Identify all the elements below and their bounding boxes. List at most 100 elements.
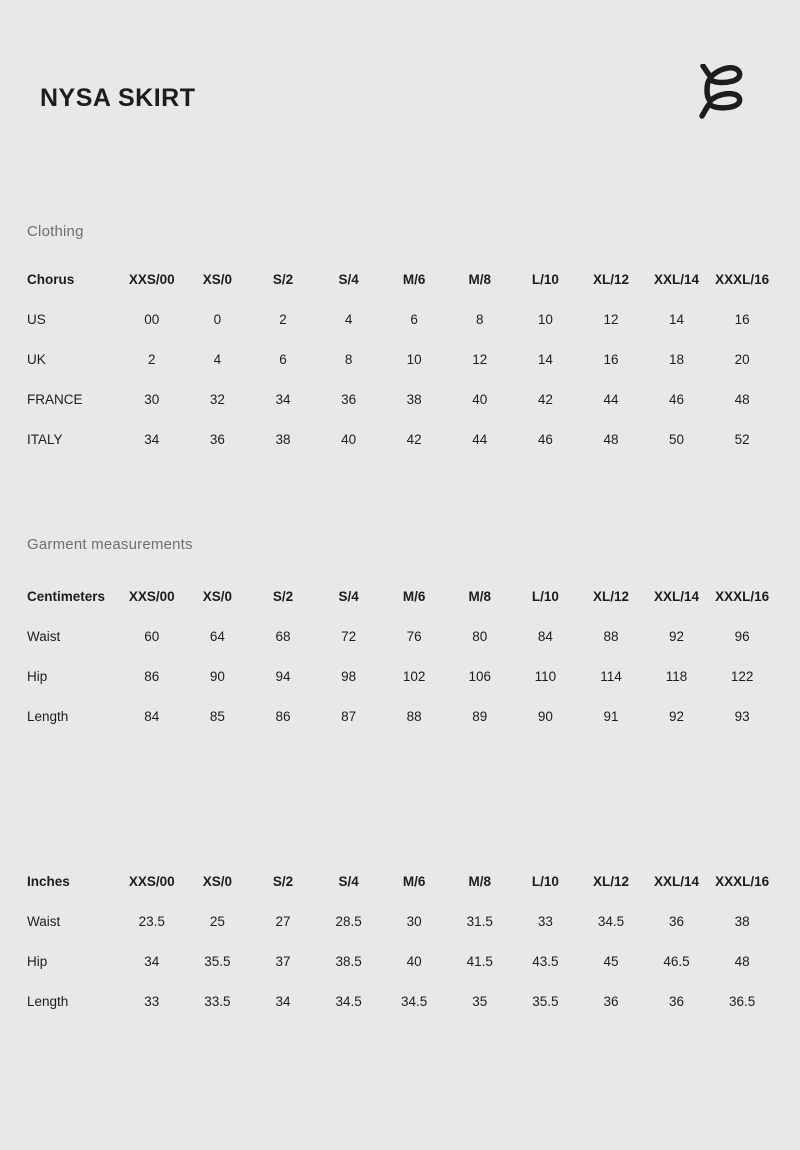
size-value-cell: 4	[213, 352, 222, 367]
size-value-cell: 12	[603, 312, 619, 327]
size-value-cell: 2	[279, 312, 287, 327]
table-title-cell: Centimeters	[27, 589, 106, 604]
size-value-cell: 94	[275, 669, 291, 684]
garment-section-heading: Garment measurements	[27, 536, 193, 553]
size-value-cell: 33.5	[204, 994, 231, 1009]
size-column-header: XXS/00	[128, 589, 175, 604]
size-value-cell: 4	[344, 312, 353, 327]
size-value-cell: 102	[402, 669, 426, 684]
size-value-cell: 46	[669, 392, 685, 407]
size-value-cell: 34.5	[597, 914, 625, 929]
size-column-header: M/8	[468, 272, 492, 287]
size-value-cell: 12	[472, 352, 488, 367]
row-label: Waist	[27, 914, 61, 929]
size-value-cell: 36	[669, 994, 685, 1009]
size-value-cell: 60	[144, 629, 160, 644]
size-column-header: XXXL/16	[715, 272, 770, 287]
size-value-cell: 34	[144, 432, 160, 447]
size-column-header: M/6	[402, 272, 426, 287]
row-label: Length	[27, 994, 69, 1009]
size-column-header: S/4	[338, 874, 359, 889]
size-value-cell: 87	[341, 709, 357, 724]
size-value-cell: 34.5	[335, 994, 362, 1009]
size-value-cell: 6	[279, 352, 287, 367]
size-value-cell: 6	[410, 312, 418, 327]
size-column-header: M/8	[468, 589, 492, 604]
size-value-cell: 64	[209, 629, 225, 644]
row-label: Length	[27, 709, 69, 724]
size-column-header: XXS/00	[128, 272, 175, 287]
size-value-cell: 68	[275, 629, 291, 644]
size-column-header: M/6	[402, 874, 426, 889]
table-row: US 00 0 2 4 6 8 10 12 14 16	[27, 300, 775, 340]
size-value-cell: 36	[341, 392, 357, 407]
size-value-cell: 35	[472, 994, 488, 1009]
size-value-cell: 36	[603, 994, 619, 1009]
size-value-cell: 118	[665, 669, 688, 684]
size-column-header: S/2	[272, 589, 294, 604]
size-value-cell: 106	[468, 669, 492, 684]
size-value-cell: 110	[534, 669, 557, 684]
size-column-header: L/10	[531, 874, 559, 889]
size-value-cell: 41.5	[466, 954, 493, 969]
size-column-header: XXL/14	[654, 272, 700, 287]
table-header-row: Inches XXS/00 XS/0 S/2 S/4 M/6 M/8 L/10 XL/12 XXL…	[27, 862, 775, 902]
size-value-cell: 8	[344, 352, 353, 367]
table-row: UK 2 4 6 8 10 12 14 16 18 20	[27, 340, 775, 380]
size-value-cell: 48	[734, 954, 750, 969]
row-label: Waist	[27, 629, 61, 644]
size-value-cell: 23.5	[138, 914, 165, 929]
size-column-header: S/2	[272, 874, 294, 889]
table-row: FRANCE 30 32 34 36 38 40 42 44 46 48	[27, 380, 775, 420]
size-column-header: XS/0	[202, 874, 233, 889]
size-column-header: S/4	[338, 272, 359, 287]
size-value-cell: 92	[669, 709, 685, 724]
size-value-cell: 40	[341, 432, 357, 447]
table-header-row: Chorus XXS/00 XS/0 S/2 S/4 M/6 M/8 L/10 XL/12 XXL…	[27, 260, 775, 300]
row-label: FRANCE	[27, 392, 83, 407]
size-value-cell: 16	[734, 312, 750, 327]
size-value-cell: 114	[600, 669, 622, 684]
size-value-cell: 38.5	[335, 954, 362, 969]
size-value-cell: 91	[603, 709, 619, 724]
size-value-cell: 16	[603, 352, 619, 367]
size-value-cell: 10	[537, 312, 553, 327]
size-value-cell: 44	[603, 392, 619, 407]
size-value-cell: 90	[537, 709, 553, 724]
size-value-cell: 20	[734, 352, 750, 367]
size-value-cell: 42	[537, 392, 553, 407]
size-value-cell: 48	[734, 392, 750, 407]
size-value-cell: 43.5	[532, 954, 559, 969]
size-column-header: M/6	[402, 589, 426, 604]
size-value-cell: 34.5	[401, 994, 428, 1009]
size-value-cell: 92	[669, 629, 685, 644]
size-column-header: XL/12	[592, 874, 629, 889]
size-value-cell: 98	[341, 669, 357, 684]
row-label: UK	[27, 352, 46, 367]
table-title-cell: Inches	[27, 874, 70, 889]
page-title: NYSA SKIRT	[40, 84, 196, 112]
size-value-cell: 37	[275, 954, 291, 969]
size-value-cell: 46	[537, 432, 553, 447]
size-column-header: L/10	[531, 272, 559, 287]
size-value-cell: 84	[144, 709, 160, 724]
size-column-header: XS/0	[202, 589, 233, 604]
clothing-size-conversion-table: Chorus XXS/00 XS/0 S/2 S/4 M/6 M/8 L/10 XL/12 XXL…	[27, 260, 775, 460]
size-column-header: XS/0	[202, 272, 233, 287]
table-title-cell: Chorus	[27, 272, 75, 287]
size-value-cell: 85	[209, 709, 225, 724]
size-value-cell: 35.5	[532, 994, 559, 1009]
inches-measurements-table: Inches XXS/00 XS/0 S/2 S/4 M/6 M/8 L/10 XL/12 XXL…	[27, 862, 775, 1022]
row-label: US	[27, 312, 46, 327]
size-value-cell: 30	[406, 914, 422, 929]
size-value-cell: 72	[341, 629, 357, 644]
size-column-header: S/2	[272, 272, 294, 287]
size-value-cell: 86	[275, 709, 291, 724]
size-value-cell: 80	[472, 629, 488, 644]
size-value-cell: 28.5	[335, 914, 362, 929]
size-column-header: XXL/14	[654, 874, 700, 889]
size-value-cell: 76	[406, 629, 422, 644]
size-value-cell: 00	[144, 312, 160, 327]
size-column-header: XL/12	[592, 589, 629, 604]
